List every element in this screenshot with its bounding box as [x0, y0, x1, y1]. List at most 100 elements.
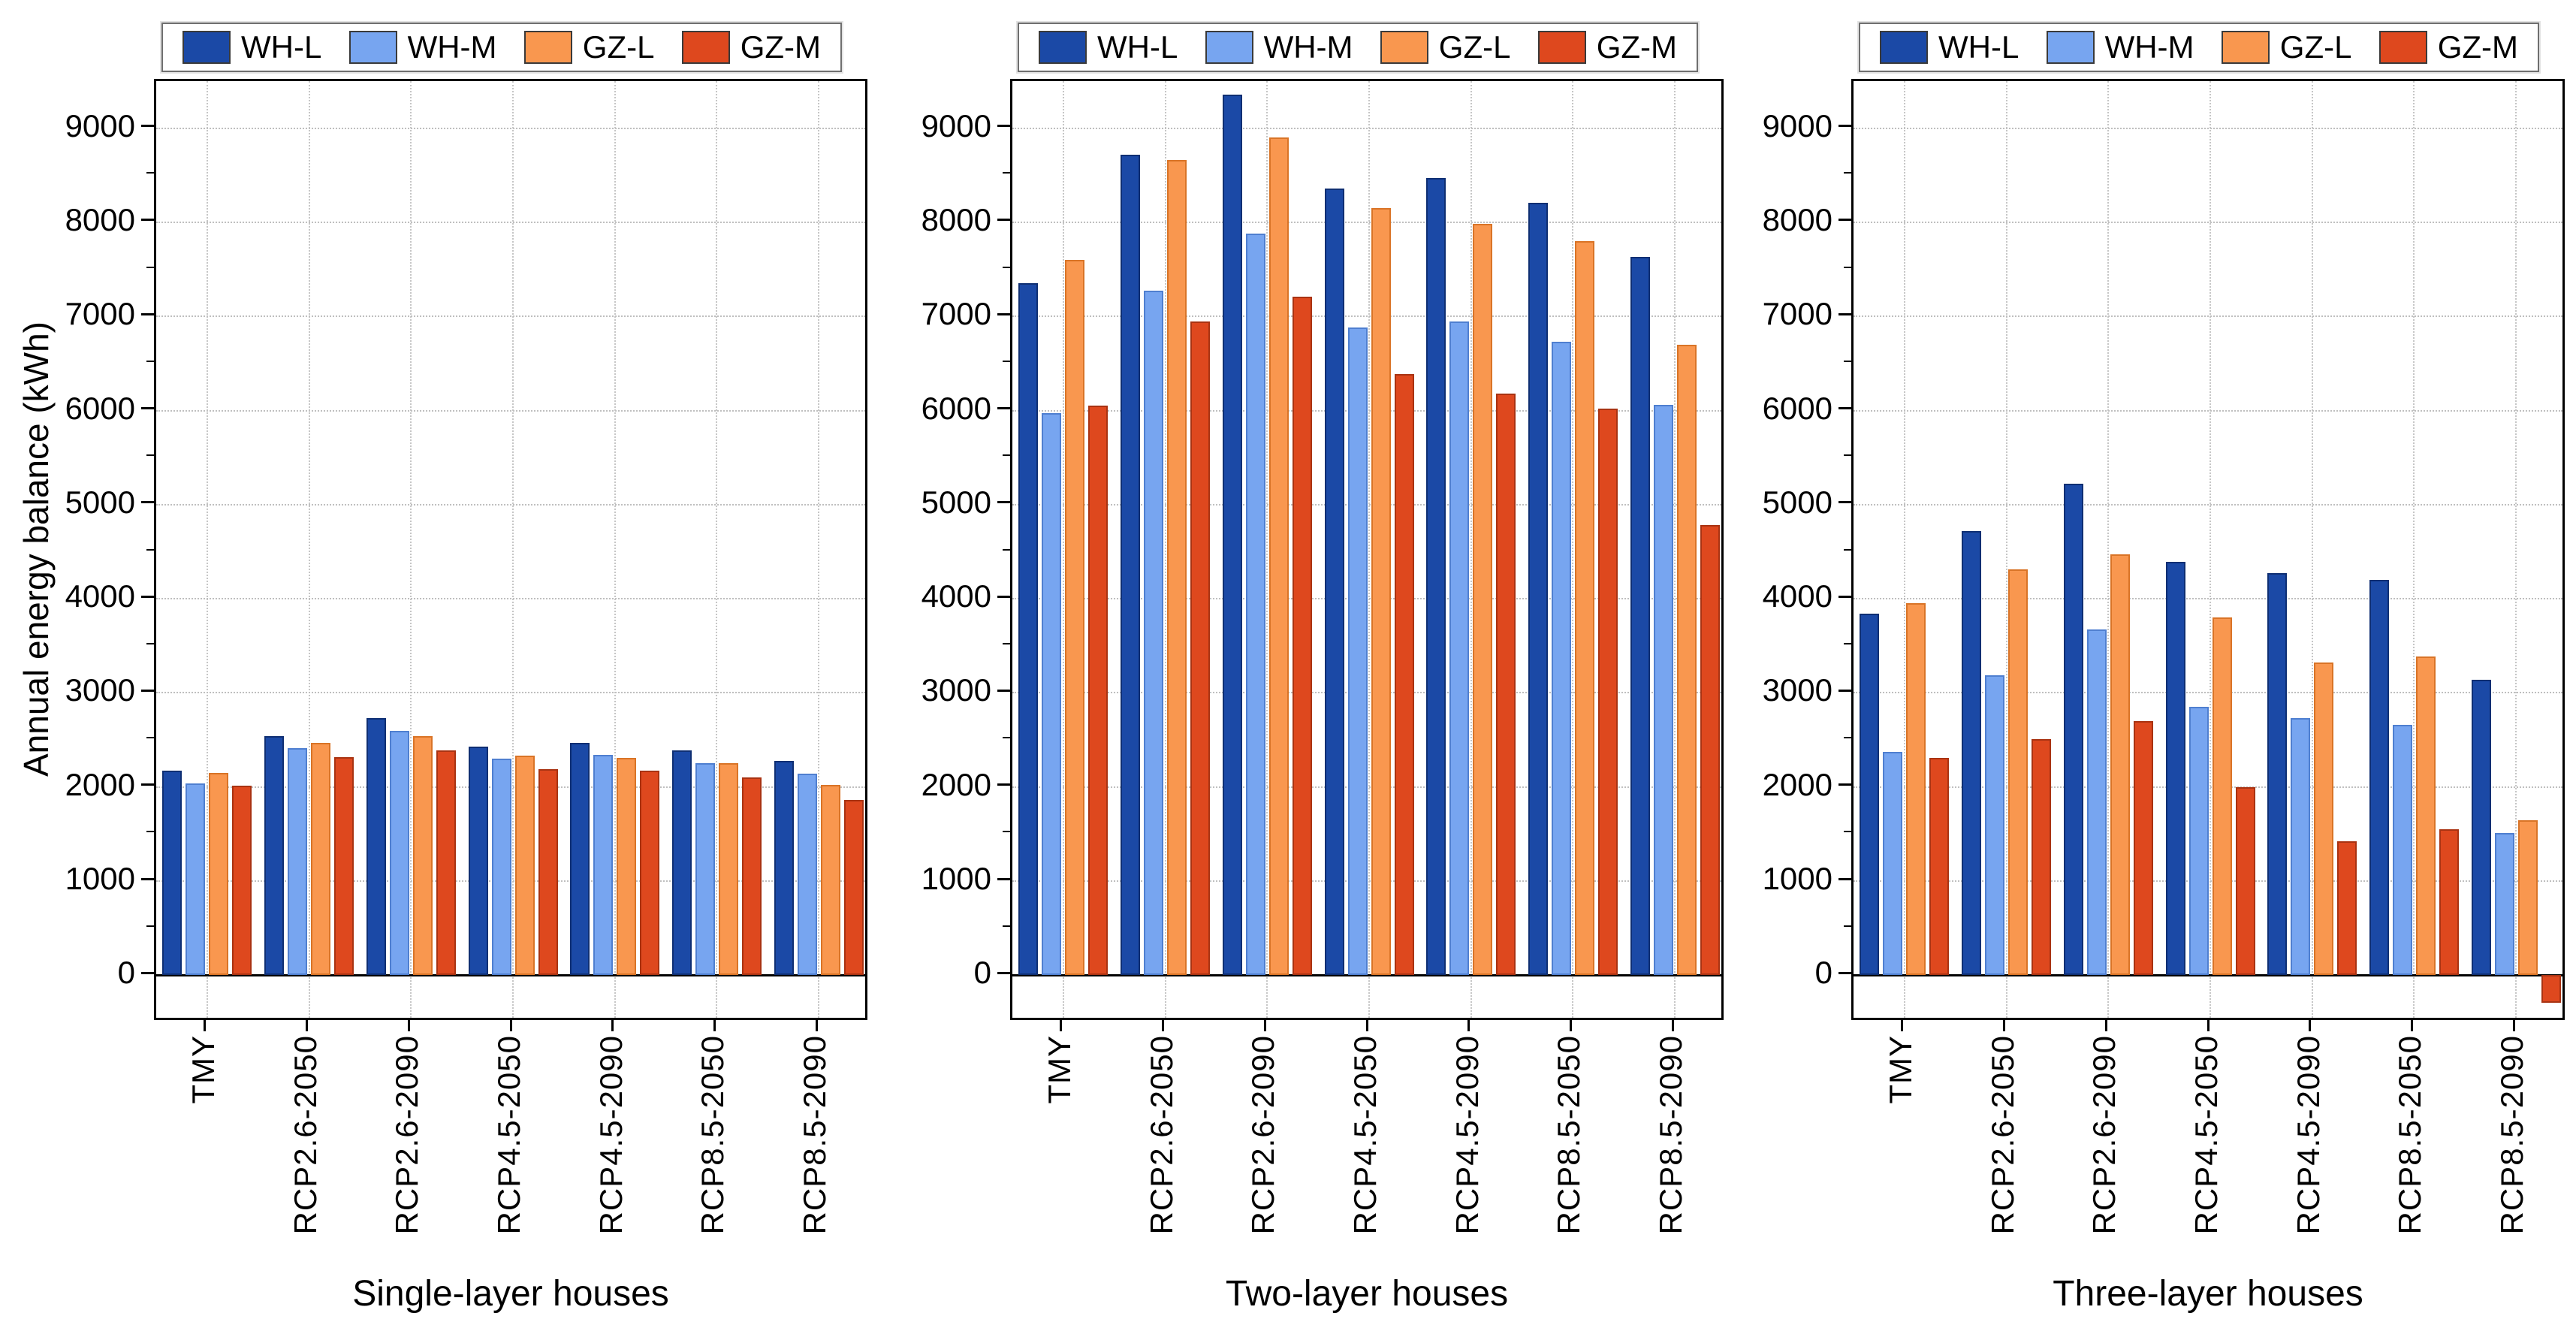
- y-tick-major: [141, 125, 154, 128]
- gz-m-swatch-icon: [1537, 31, 1586, 64]
- y-tick-minor: [1003, 737, 1010, 739]
- bar-wh-m: [593, 755, 614, 976]
- legend-item: GZ-L: [2221, 29, 2352, 65]
- legend-box: WH-L WH-M GZ-L GZ-M: [1018, 23, 1698, 72]
- y-tick-major: [1838, 783, 1851, 786]
- legend-label: GZ-M: [1596, 29, 1677, 65]
- y-tick-minor: [146, 266, 154, 268]
- y-tick-label: 6000: [65, 390, 135, 426]
- y-tick-major: [1838, 689, 1851, 692]
- y-tick-minor: [1003, 454, 1010, 457]
- gridline-h: [1854, 127, 2562, 129]
- y-tick-label: 1000: [921, 861, 991, 897]
- y-tick-label: 0: [117, 955, 135, 991]
- bar-gz-l: [2212, 617, 2232, 976]
- y-tick-label: 1000: [1762, 861, 1832, 897]
- bar-wh-m: [1347, 327, 1368, 976]
- x-tick: [1467, 1020, 1470, 1031]
- y-tick-minor: [1844, 642, 1851, 644]
- y-tick-label: 5000: [1762, 484, 1832, 520]
- y-tick-minor: [146, 454, 154, 457]
- y-tick-minor: [1003, 360, 1010, 362]
- bar-wh-l: [570, 742, 590, 976]
- gridline-v: [1470, 81, 1472, 1018]
- gridline-h: [156, 503, 865, 506]
- legend-label: GZ-L: [1438, 29, 1511, 65]
- legend-box: WH-L WH-M GZ-L GZ-M: [1859, 23, 2539, 72]
- bar-wh-m: [288, 748, 308, 976]
- panel-title: Single-layer houses: [352, 1274, 669, 1314]
- gridline-v: [1266, 81, 1268, 1018]
- y-tick-label: 4000: [1762, 578, 1832, 614]
- plot-area: [154, 79, 867, 1020]
- bar-wh-l: [1018, 283, 1039, 976]
- bar-wh-m: [389, 730, 409, 976]
- bar-gz-m: [2032, 738, 2052, 976]
- x-tick: [306, 1020, 309, 1031]
- wh-l-swatch-icon: [1880, 31, 1928, 64]
- bar-wh-m: [695, 763, 715, 976]
- bar-wh-l: [1324, 188, 1344, 976]
- y-tick-label: 3000: [65, 672, 135, 708]
- gridline-v: [818, 81, 820, 1018]
- gridline-h: [1854, 692, 2562, 694]
- bar-gz-m: [1929, 757, 1950, 976]
- bar-gz-l: [718, 763, 738, 976]
- bar-wh-l: [162, 771, 182, 976]
- y-tick-minor: [1003, 831, 1010, 833]
- y-tick-major: [997, 312, 1010, 315]
- y-tick-minor: [1844, 548, 1851, 551]
- bar-gz-m: [640, 771, 660, 976]
- bar-gz-m: [1700, 525, 1720, 976]
- bar-gz-l: [2008, 569, 2029, 976]
- gridline-v: [410, 81, 412, 1018]
- bar-gz-l: [2517, 819, 2538, 976]
- bar-wh-m: [1144, 291, 1164, 976]
- gz-m-swatch-icon: [681, 31, 730, 64]
- y-tick-label: 9000: [921, 107, 991, 143]
- y-tick-minor: [146, 360, 154, 362]
- gz-l-swatch-icon: [1380, 31, 1428, 64]
- bar-gz-l: [1906, 603, 1926, 976]
- legend-item: WH-M: [1205, 31, 1353, 64]
- plot-area: [1010, 79, 1724, 1020]
- y-tick-major: [1838, 312, 1851, 315]
- y-tick-major: [141, 501, 154, 504]
- x-tick-label: RCP8.5-2050: [2392, 1035, 2428, 1235]
- y-tick-label: 1000: [65, 861, 135, 897]
- gridline-h: [1012, 315, 1721, 318]
- y-tick-label: 4000: [921, 578, 991, 614]
- gridline-v: [1368, 81, 1370, 1018]
- bar-wh-l: [1860, 614, 1880, 976]
- gridline-h: [156, 221, 865, 223]
- y-tick-label: 8000: [65, 201, 135, 237]
- gridline-h: [156, 315, 865, 318]
- y-tick-minor: [1003, 548, 1010, 551]
- y-tick-major: [1838, 971, 1851, 974]
- bar-wh-l: [2267, 573, 2288, 976]
- y-tick-major: [141, 689, 154, 692]
- legend-label: GZ-M: [2437, 29, 2518, 65]
- gz-l-swatch-icon: [2221, 31, 2270, 64]
- y-tick-major: [1838, 407, 1851, 410]
- y-tick-minor: [1003, 925, 1010, 927]
- y-tick-major: [997, 783, 1010, 786]
- gridline-h: [156, 409, 865, 412]
- x-tick: [713, 1020, 716, 1031]
- gridline-v: [512, 81, 514, 1018]
- x-tick-label: RCP8.5-2090: [1653, 1035, 1689, 1235]
- legend-item: WH-L: [182, 31, 321, 64]
- bar-wh-m: [2188, 707, 2209, 976]
- gridline-v: [1674, 81, 1676, 1018]
- y-tick-minor: [146, 831, 154, 833]
- x-tick-label: RCP8.5-2090: [797, 1035, 833, 1235]
- plot-area: [1851, 79, 2565, 1020]
- x-tick-label: RCP4.5-2090: [593, 1035, 629, 1235]
- legend-label: GZ-L: [2279, 29, 2352, 65]
- bar-gz-l: [617, 757, 637, 976]
- x-tick: [2003, 1020, 2006, 1031]
- x-tick-label: RCP2.6-2050: [1143, 1035, 1179, 1235]
- y-tick-label: 9000: [1762, 107, 1832, 143]
- bar-gz-l: [820, 785, 840, 976]
- x-tick-label: RCP8.5-2050: [1551, 1035, 1587, 1235]
